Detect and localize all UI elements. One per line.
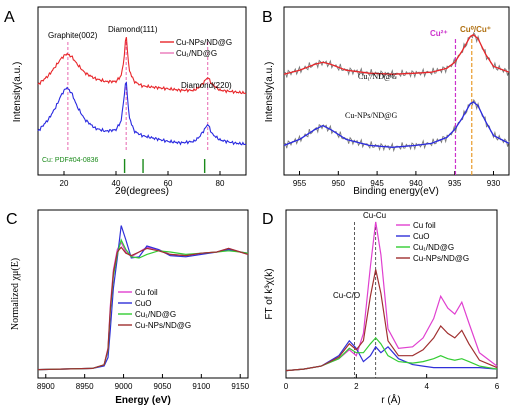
panel-c-series-1	[37, 225, 249, 371]
panel-d-xtick-label-1: 2	[354, 382, 359, 391]
label-cu0-cuplus: Cu⁰/Cu⁺	[460, 25, 491, 34]
panel-b-ticks: 955 950 945 940 935 930	[293, 171, 501, 188]
panel-c-series-3	[37, 246, 249, 371]
panel-a: A 20 40 60 80 Graphite(002) Diamond(111) Di…	[4, 6, 247, 197]
panel-c-frame	[37, 209, 249, 379]
panel-a-xlabel: 2θ(degrees)	[115, 186, 169, 197]
panel-d-xtick-label-0: 0	[284, 382, 289, 391]
panel-d-legend: Cu foil CuO Cu₁/ND@G Cu-NPs/ND@G	[396, 221, 469, 263]
panel-a-frame	[37, 6, 247, 176]
panel-b-xtick-label-0: 955	[293, 179, 307, 188]
panel-c-xtick-label-1: 8950	[76, 382, 94, 391]
panel-b-raw-0	[283, 31, 510, 80]
panel-d-series-1	[285, 339, 498, 372]
panel-b-fit-1	[283, 101, 510, 148]
legend-c-cuo-label: CuO	[135, 299, 151, 308]
panel-b-xtick-label-2: 945	[370, 179, 384, 188]
panel-c-xtick-label-0: 8900	[37, 382, 55, 391]
panel-b: B 955 950 945 940 935 930 Cu²⁺ Cu⁰/Cu⁺ Cu₁/ND…	[262, 6, 510, 197]
panel-d-ylabel: FT of k³χ(k)	[264, 268, 275, 319]
legend-c-cu1-label: Cu₁/ND@G	[135, 310, 176, 319]
label-graphite-002: Graphite(002)	[48, 31, 98, 40]
panel-c-ticks: 8900 8950 9000 9050 9100 9150	[37, 374, 250, 391]
label-diamond-111: Diamond(111)	[108, 25, 158, 34]
panel-d-xtick-label-3: 6	[495, 382, 500, 391]
legend-d-cu1-label: Cu₁/ND@G	[413, 243, 454, 252]
panel-b-xtick-label-5: 930	[487, 179, 501, 188]
panel-c-letter: C	[6, 211, 18, 228]
panel-b-ylabel: Intensity(a.u.)	[264, 62, 275, 123]
panel-b-letter: B	[262, 9, 273, 26]
panel-c-legend: Cu foil CuO Cu₁/ND@G Cu-NPs/ND@G	[118, 288, 191, 330]
panel-d-letter: D	[262, 211, 274, 228]
panel-c-xtick-label-2: 9000	[115, 382, 133, 391]
panel-c-ylabel: Normalized χμ(E)	[10, 258, 21, 330]
label-b-cu1: Cu₁/ND@G	[358, 72, 397, 81]
label-cu-cu: Cu-Cu	[363, 211, 386, 220]
legend-d-foil-label: Cu foil	[413, 221, 436, 230]
legend-a-cu1-label: Cu₁/ND@G	[176, 49, 217, 58]
panel-a-xtick-label-0: 20	[60, 179, 69, 188]
panel-a-series	[37, 37, 247, 146]
panel-a-reference-sticks	[123, 159, 206, 173]
panel-b-reference-lines	[454, 39, 473, 175]
legend-d-cuo-label: CuO	[413, 232, 429, 241]
panel-d-xtick-label-2: 4	[424, 382, 429, 391]
panel-c: C 8900 8950 9000 9050 9100 9150 Cu foil CuO C…	[6, 209, 250, 406]
label-b-cunps: Cu-NPs/ND@G	[345, 111, 397, 120]
panel-c-xtick-label-5: 9150	[231, 382, 249, 391]
panel-d: D 0 2 4 6 Cu-Cu Cu-C/O Cu foil CuO Cu₁/ND@G…	[262, 209, 500, 406]
panel-b-raw-1	[283, 98, 510, 153]
label-diamond-220: Diamond(220)	[181, 81, 232, 90]
panel-a-ylabel: Intensity(a.u.)	[12, 62, 23, 123]
panel-a-series-1	[37, 81, 247, 146]
panel-b-xtick-label-4: 935	[448, 179, 462, 188]
panel-d-series	[285, 221, 498, 372]
panel-d-frame	[285, 209, 498, 379]
panel-a-xtick-label-2: 60	[164, 179, 173, 188]
panel-c-series	[37, 225, 249, 371]
legend-d-nps-label: Cu-NPs/ND@G	[413, 254, 469, 263]
panel-b-fit-0	[283, 33, 510, 75]
panel-a-xtick-label-3: 80	[216, 179, 225, 188]
reference-pdf-label: Cu: PDF#04-0836	[42, 157, 99, 164]
panel-b-xtick-label-3: 940	[409, 179, 423, 188]
label-cu-c-o: Cu-C/O	[333, 291, 360, 300]
panel-b-frame	[283, 6, 510, 176]
panel-a-xtick-label-1: 40	[112, 179, 121, 188]
panel-a-letter: A	[4, 9, 15, 26]
legend-c-nps-label: Cu-NPs/ND@G	[135, 321, 191, 330]
panel-d-ticks: 0 2 4 6	[284, 374, 500, 391]
legend-c-foil-label: Cu foil	[135, 288, 158, 297]
panel-c-xtick-label-3: 9050	[154, 382, 172, 391]
label-cu2plus: Cu²⁺	[430, 29, 448, 38]
panel-a-series-0	[37, 37, 247, 95]
panel-c-xlabel: Energy (eV)	[115, 395, 171, 406]
panel-c-xtick-label-4: 9100	[192, 382, 210, 391]
panel-a-ticks: 20 40 60 80	[60, 171, 225, 188]
panel-d-series-0	[285, 221, 498, 372]
legend-a-cunps-label: Cu-NPs/ND@G	[176, 38, 232, 47]
panel-d-series-3	[285, 269, 498, 372]
panel-b-series	[283, 31, 510, 153]
panel-b-xtick-label-1: 950	[332, 179, 346, 188]
panel-d-series-2	[285, 336, 498, 372]
panel-a-reference-lines	[67, 42, 209, 152]
panel-d-xlabel: r (Å)	[381, 393, 400, 406]
panel-b-xlabel: Binding energy(eV)	[353, 186, 439, 197]
